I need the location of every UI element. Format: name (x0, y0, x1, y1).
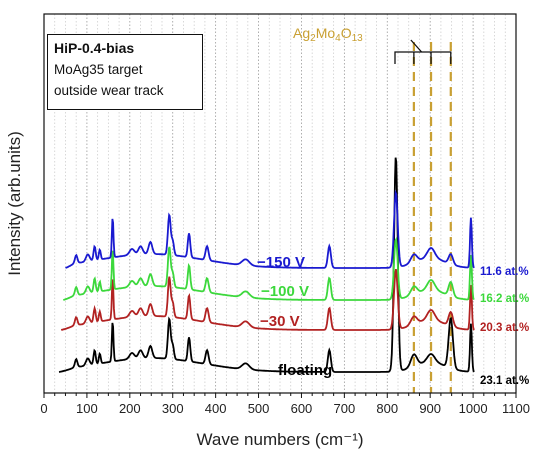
reference-label: Ag2Mo4O13 (293, 25, 363, 44)
x-tick-label: 200 (119, 401, 141, 416)
x-axis-title: Wave numbers (cm⁻¹) (196, 430, 363, 449)
legend-line-location: outside wear track (54, 83, 164, 98)
legend-title: HiP-0.4-bias (54, 40, 135, 56)
x-ticks: 0 100 200 300 400 500 600 700 800 900 1000 1100 (40, 393, 530, 416)
x-tick-label: 1100 (502, 401, 530, 416)
reference-pointer (410, 39, 423, 53)
x-tick-label: 900 (419, 401, 441, 416)
y-axis-title: Intensity (arb.units) (5, 131, 24, 276)
series-line-1 (60, 269, 475, 331)
series-line-3 (65, 189, 475, 269)
x-tick-label: 500 (248, 401, 270, 416)
series-at-label: 23.1 at.% (480, 375, 529, 387)
x-tick-label: 0 (40, 401, 47, 416)
x-tick-label: 700 (334, 401, 356, 416)
series-name-label: −100 V (261, 283, 309, 300)
series-at-label: 11.6 at.% (480, 266, 529, 278)
series-name-label: floating (278, 362, 332, 379)
legend-box: HiP-0.4-bias MoAg35 target outside wear … (47, 34, 203, 110)
series-line-2 (63, 236, 475, 301)
series-labels: floating 23.1 at.% −30 V 20.3 at.% −100 V 16.… (257, 254, 529, 387)
series-name-label: −150 V (257, 254, 305, 271)
x-tick-label: 600 (291, 401, 313, 416)
reference-bracket (394, 51, 452, 64)
reference-markers: Ag2Mo4O13 (293, 25, 452, 393)
x-tick-label: 400 (205, 401, 227, 416)
spectra (58, 157, 475, 373)
series-at-label: 20.3 at.% (480, 322, 529, 334)
series-name-label: −30 V (260, 313, 300, 330)
x-tick-label: 1000 (459, 401, 488, 416)
legend-line-target: MoAg35 target (54, 62, 143, 77)
series-at-label: 16.2 at.% (480, 293, 529, 305)
x-tick-label: 800 (376, 401, 398, 416)
series-line-0 (58, 157, 475, 373)
x-tick-label: 300 (162, 401, 184, 416)
x-tick-label: 100 (76, 401, 98, 416)
